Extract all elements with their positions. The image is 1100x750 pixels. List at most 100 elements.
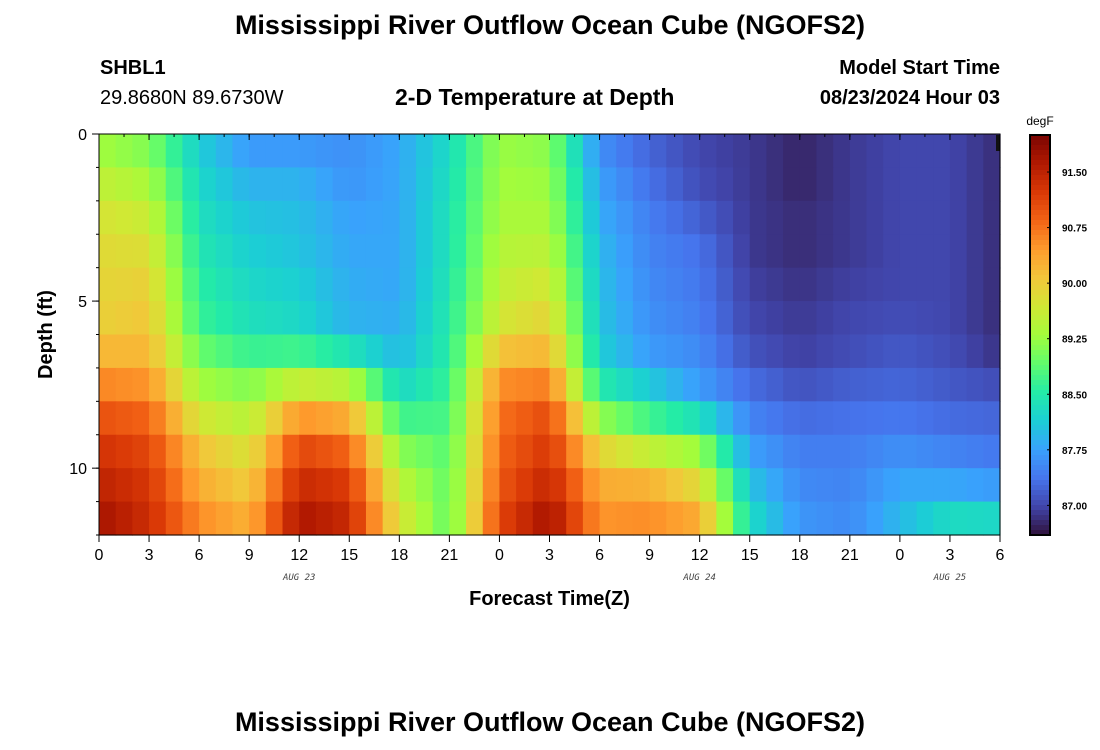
colorbar-strip — [1030, 350, 1050, 356]
heatmap-cell — [949, 434, 968, 469]
heatmap-cell — [149, 468, 167, 503]
colorbar-strip — [1030, 340, 1050, 346]
heatmap-cell — [315, 234, 334, 269]
heatmap-cell — [566, 334, 584, 369]
heatmap-cell — [282, 367, 300, 402]
heatmap-cell — [232, 167, 250, 202]
heatmap-cell — [249, 434, 267, 469]
colorbar-strip — [1030, 255, 1050, 261]
x-tick-label: 9 — [245, 547, 254, 564]
colorbar-strip — [1030, 275, 1050, 281]
heatmap-cell — [816, 367, 834, 402]
colorbar-strip — [1030, 300, 1050, 306]
colorbar-strip — [1030, 175, 1050, 181]
colorbar-strip — [1030, 445, 1050, 451]
heatmap-cell — [716, 234, 734, 269]
heatmap-cell — [466, 367, 484, 402]
heatmap-cell — [249, 301, 267, 336]
date-label: AUG 23 — [282, 573, 316, 583]
heatmap-cell — [949, 468, 968, 503]
heatmap-cell — [215, 167, 234, 202]
x-tick-label: 21 — [440, 547, 458, 564]
x-tick-label: 3 — [145, 547, 154, 564]
heatmap-cell — [516, 334, 534, 369]
heatmap-cell — [149, 234, 167, 269]
heatmap-cell — [716, 134, 734, 169]
x-tick-label: 3 — [545, 547, 554, 564]
heatmap-cell — [449, 367, 467, 402]
heatmap-cell — [883, 367, 901, 402]
heatmap-cell — [749, 267, 768, 302]
heatmap-cell — [416, 334, 434, 369]
heatmap-cell — [699, 401, 717, 436]
heatmap-cell — [783, 167, 801, 202]
heatmap-cell — [249, 167, 267, 202]
heatmap-cell — [132, 167, 150, 202]
heatmap-cell — [816, 401, 834, 436]
heatmap-cell — [799, 334, 818, 369]
heatmap-cell — [532, 501, 551, 536]
heatmap-cell — [382, 234, 400, 269]
heatmap-cell — [799, 401, 818, 436]
heatmap-cell — [149, 134, 167, 169]
heatmap-cell — [265, 468, 284, 503]
heatmap-cell — [666, 200, 684, 235]
heatmap-cell — [733, 267, 751, 302]
heatmap-cell — [449, 501, 467, 536]
heatmap-cell — [616, 501, 634, 536]
heatmap-cell — [532, 301, 551, 336]
heatmap-cell — [749, 501, 768, 536]
heatmap-cell — [99, 468, 117, 503]
heatmap-cell — [399, 134, 417, 169]
heatmap-cell — [866, 501, 884, 536]
heatmap-cell — [232, 267, 250, 302]
heatmap-cell — [99, 401, 117, 436]
heatmap-cell — [816, 134, 834, 169]
colorbar-strip — [1030, 285, 1050, 291]
heatmap-cell — [282, 501, 300, 536]
x-tick-label: 0 — [495, 547, 504, 564]
heatmap-cell — [482, 167, 501, 202]
heatmap-cell — [949, 200, 968, 235]
heatmap-cell — [632, 301, 651, 336]
heatmap-cell — [399, 200, 417, 235]
heatmap-cell — [983, 167, 1001, 202]
colorbar-strip — [1030, 290, 1050, 296]
colorbar-tick-label: 91.50 — [1062, 168, 1087, 179]
colorbar-strip — [1030, 495, 1050, 501]
heatmap-cell — [783, 501, 801, 536]
heatmap-cell — [933, 301, 951, 336]
heatmap-cell — [365, 334, 384, 369]
colorbar-tick-label: 89.25 — [1062, 335, 1087, 346]
date-labels: AUG 23 AUG 24 AUG 25 — [282, 573, 966, 583]
x-tick-label: 0 — [895, 547, 904, 564]
heatmap-cell — [632, 334, 651, 369]
heatmap-cell — [99, 501, 117, 536]
heatmap-cell — [949, 134, 968, 169]
heatmap-cell — [516, 434, 534, 469]
heatmap-cell — [499, 167, 517, 202]
heatmap-cell — [332, 434, 350, 469]
heatmap-cell — [432, 200, 450, 235]
heatmap-cell — [482, 200, 501, 235]
heatmap-cell — [182, 434, 200, 469]
heatmap-cell — [549, 468, 567, 503]
heatmap-cell — [949, 301, 968, 336]
heatmap-cell — [265, 267, 284, 302]
heatmap-cell — [482, 501, 501, 536]
colorbar-strip — [1030, 465, 1050, 471]
heatmap-cell — [716, 468, 734, 503]
heatmap-cell — [349, 367, 367, 402]
colorbar-strip — [1030, 150, 1050, 156]
heatmap-cell — [265, 434, 284, 469]
heatmap-cell — [299, 367, 317, 402]
heatmap-cell — [849, 434, 868, 469]
heatmap-cell — [232, 434, 250, 469]
heatmap-cell — [733, 367, 751, 402]
heatmap-cell — [516, 401, 534, 436]
heatmap-cell — [699, 134, 717, 169]
heatmap-cell — [749, 334, 768, 369]
heatmap-cell — [699, 501, 717, 536]
y-axis-label: Depth (ft) — [35, 290, 57, 379]
heatmap-cell — [282, 434, 300, 469]
